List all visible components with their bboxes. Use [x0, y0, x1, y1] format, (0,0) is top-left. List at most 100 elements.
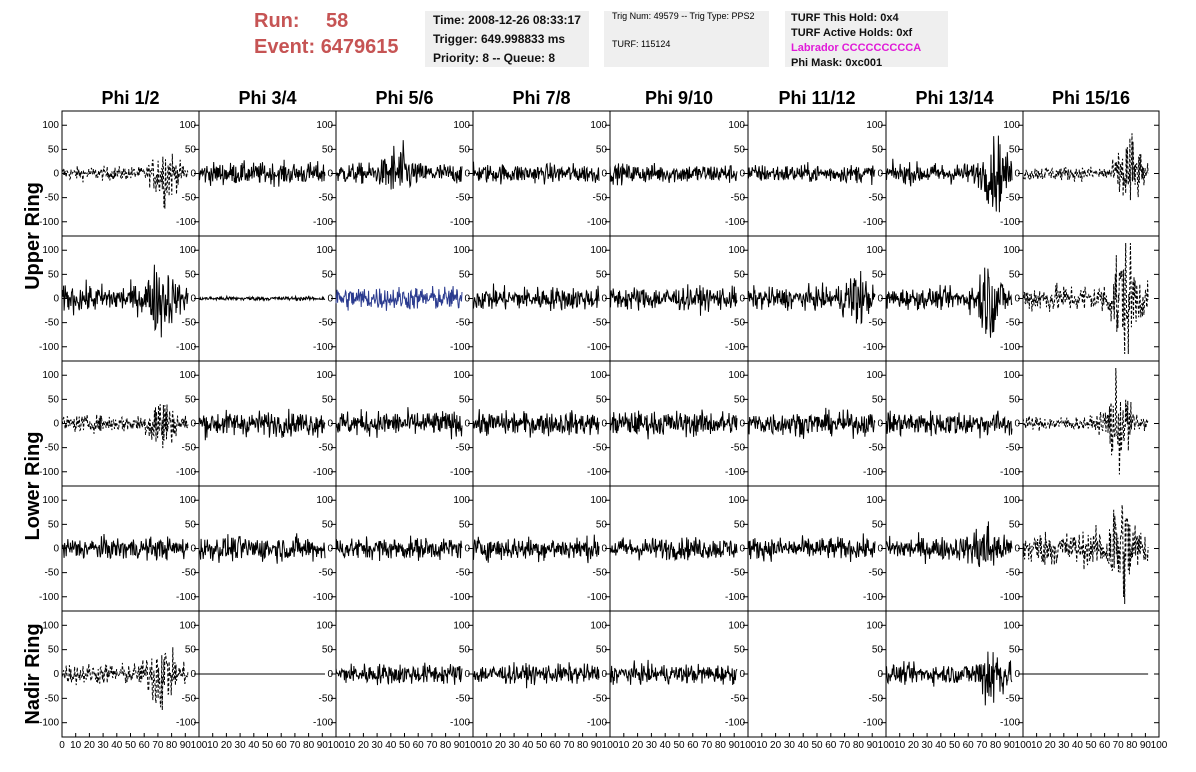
y-tick-label: -50 — [456, 693, 471, 704]
x-tick-label: 20 — [84, 740, 96, 751]
x-tick-label: 10 — [207, 740, 219, 751]
y-tick-label: -100 — [450, 718, 470, 729]
y-tick-label: 50 — [596, 144, 608, 155]
y-tick-label: -100 — [39, 342, 59, 353]
y-tick-label: -100 — [1000, 342, 1020, 353]
y-tick-label: 50 — [734, 394, 746, 405]
trigger-info-panel: Trig Num: 49579 -- Trig Type: PPS2 TURF:… — [604, 11, 769, 67]
waveform-trace — [1022, 367, 1149, 475]
y-tick-label: 100 — [179, 495, 196, 506]
y-tick-label: -100 — [176, 467, 196, 478]
waveform-trace — [885, 410, 1013, 439]
y-tick-label: 100 — [42, 245, 59, 256]
y-tick-label: -50 — [182, 443, 197, 454]
x-tick-label: 90 — [591, 740, 603, 751]
x-tick-label: 70 — [1113, 740, 1125, 751]
y-tick-label: 50 — [459, 645, 471, 656]
y-tick-label: 100 — [453, 245, 470, 256]
x-tick-label: 90 — [1140, 740, 1152, 751]
y-tick-label: -50 — [45, 443, 60, 454]
event-label: Event: — [254, 36, 316, 58]
waveform-trace — [885, 267, 1013, 338]
x-tick-label: 90 — [454, 740, 466, 751]
y-tick-label: -100 — [450, 467, 470, 478]
y-tick-label: -50 — [1006, 568, 1021, 579]
y-tick-label: 100 — [316, 120, 333, 131]
y-tick-label: -50 — [869, 568, 884, 579]
y-tick-label: 0 — [601, 669, 607, 680]
y-tick-label: 50 — [48, 645, 60, 656]
x-tick-label: 70 — [152, 740, 164, 751]
x-tick-label: 50 — [399, 740, 411, 751]
y-tick-label: 100 — [179, 620, 196, 631]
x-tick-label: 80 — [303, 740, 315, 751]
y-tick-label: -50 — [45, 318, 60, 329]
y-tick-label: -50 — [182, 318, 197, 329]
y-tick-label: 100 — [1003, 495, 1020, 506]
y-tick-label: 50 — [1009, 645, 1021, 656]
y-tick-label: -50 — [319, 318, 334, 329]
y-tick-label: 0 — [877, 169, 883, 180]
waveform-trace — [609, 537, 738, 562]
y-tick-label: -50 — [869, 443, 884, 454]
x-tick-label: 80 — [577, 740, 589, 751]
x-tick-label: 30 — [646, 740, 658, 751]
column-header: Phi 13/14 — [915, 88, 993, 108]
y-tick-label: 100 — [316, 370, 333, 381]
y-tick-label: 0 — [190, 419, 196, 430]
y-tick-label: -100 — [176, 718, 196, 729]
x-tick-label: 80 — [440, 740, 452, 751]
y-tick-label: 100 — [179, 370, 196, 381]
y-tick-label: -100 — [313, 592, 333, 603]
y-tick-label: -50 — [1006, 193, 1021, 204]
y-tick-label: 100 — [453, 495, 470, 506]
y-tick-label: -100 — [1000, 592, 1020, 603]
x-tick-label: 80 — [853, 740, 865, 751]
y-tick-label: 50 — [734, 269, 746, 280]
x-tick-label: 10 — [70, 740, 82, 751]
x-tick-label: 40 — [935, 740, 947, 751]
x-tick-label: 40 — [385, 740, 397, 751]
x-tick-label: 10 — [756, 740, 768, 751]
y-tick-label: 50 — [459, 519, 471, 530]
waveform-trace — [609, 284, 738, 316]
x-tick-label: 10 — [618, 740, 630, 751]
y-tick-label: -50 — [319, 443, 334, 454]
y-tick-label: 50 — [872, 519, 884, 530]
y-tick-label: -50 — [593, 693, 608, 704]
waveform-trace — [335, 407, 463, 440]
y-tick-label: 50 — [459, 144, 471, 155]
x-tick-label: 100 — [602, 740, 619, 751]
y-tick-label: 100 — [453, 370, 470, 381]
y-tick-label: -50 — [593, 568, 608, 579]
x-tick-label: 20 — [1045, 740, 1057, 751]
x-tick-label: 30 — [372, 740, 384, 751]
y-tick-label: 0 — [1014, 294, 1020, 305]
x-tick-label: 100 — [1151, 740, 1168, 751]
y-tick-label: -100 — [450, 342, 470, 353]
turf-active-text: TURF Active Holds: 0xf — [791, 27, 913, 39]
y-tick-label: 100 — [866, 620, 883, 631]
y-tick-label: 0 — [464, 669, 470, 680]
y-tick-label: 100 — [728, 495, 745, 506]
y-tick-label: 100 — [1003, 370, 1020, 381]
waveform-trace — [198, 533, 326, 564]
x-tick-label: 60 — [825, 740, 837, 751]
y-tick-label: 0 — [739, 169, 745, 180]
y-tick-label: -100 — [863, 342, 883, 353]
y-tick-label: -50 — [182, 568, 197, 579]
x-tick-label: 40 — [1072, 740, 1084, 751]
waveform-trace — [472, 534, 600, 564]
y-tick-label: -100 — [450, 592, 470, 603]
waveform-trace — [609, 659, 738, 686]
trig-num-text: Trig Num: 49579 -- Trig Type: PPS2 — [612, 11, 755, 21]
y-tick-label: 50 — [322, 519, 334, 530]
y-tick-label: 50 — [1009, 519, 1021, 530]
y-tick-label: 0 — [327, 544, 333, 555]
y-tick-label: 0 — [190, 544, 196, 555]
waveform-trace — [1022, 133, 1149, 201]
y-tick-label: -50 — [1006, 693, 1021, 704]
y-tick-label: -50 — [869, 318, 884, 329]
trigger-text: Trigger: 649.998833 ms — [433, 32, 566, 46]
y-tick-label: -50 — [869, 193, 884, 204]
